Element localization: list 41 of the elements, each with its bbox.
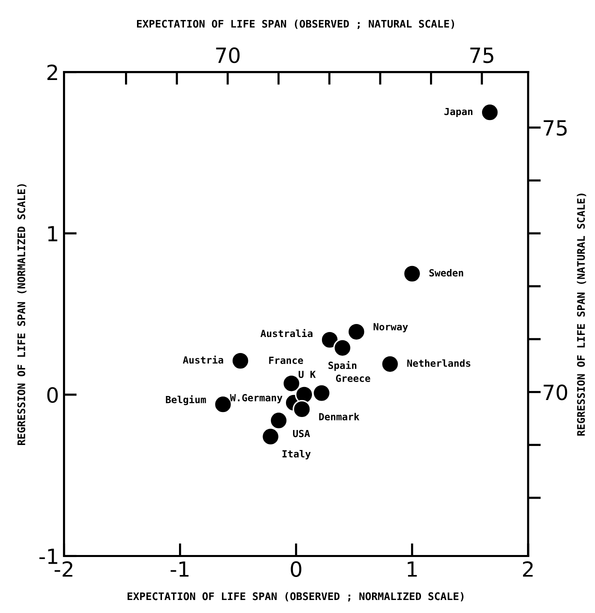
annotation: Spain [328, 360, 356, 371]
annotation: Japan [444, 108, 472, 118]
x-tick-label: -1 [170, 561, 189, 577]
annotation: Australia [260, 329, 312, 338]
x2-tick-label: 70 [216, 47, 240, 64]
annotation: France [269, 356, 304, 364]
x-tick-label: 2 [523, 561, 533, 577]
point [292, 400, 312, 418]
x2-tick-label: 75 [470, 48, 494, 64]
y-tick-label: 0 [47, 387, 58, 403]
annotation: USA [293, 430, 310, 438]
x2-axis-title: EXPECTATION OF LIFE SPAN (OBSERVED ; NATURAL SCALE) [137, 20, 454, 30]
annotation: Greece [336, 374, 370, 382]
x-tick-label: 1 [408, 561, 417, 577]
point [261, 427, 280, 446]
y-axis-title: REGRESSION OF LIFE SPAN (NORMALIZED SCALE) [17, 184, 26, 446]
point [347, 322, 366, 341]
x-tick-label: 0 [290, 561, 302, 577]
annotation: U K [298, 370, 316, 378]
y2-tick-label: 75 [544, 120, 567, 136]
point [333, 338, 352, 358]
annotation: Italy [282, 450, 311, 460]
y2-axis-title: REGRESSION OF LIFE SPAN (NATURAL SCALE) [576, 194, 586, 436]
annotation: Austria [182, 356, 224, 364]
annotation: W.Germany [230, 394, 282, 404]
point [402, 264, 422, 283]
y-tick-label: 2 [47, 64, 58, 80]
y-tick-label: 1 [48, 226, 58, 242]
annotation: Denmark [319, 412, 360, 420]
annotation: Norway [374, 323, 408, 332]
point [269, 411, 288, 430]
x-axis-title: EXPECTATION OF LIFE SPAN (OBSERVED ; NORMALIZED SCALE) [128, 592, 464, 602]
annotation: Sweden [429, 268, 464, 276]
point [480, 103, 500, 122]
point [380, 354, 400, 374]
y2-tick-label: 70 [544, 384, 568, 400]
annotation: Netherlands [407, 359, 470, 367]
point [312, 384, 331, 402]
point [320, 330, 339, 350]
point [231, 352, 250, 370]
annotation: Belgium [166, 395, 206, 406]
